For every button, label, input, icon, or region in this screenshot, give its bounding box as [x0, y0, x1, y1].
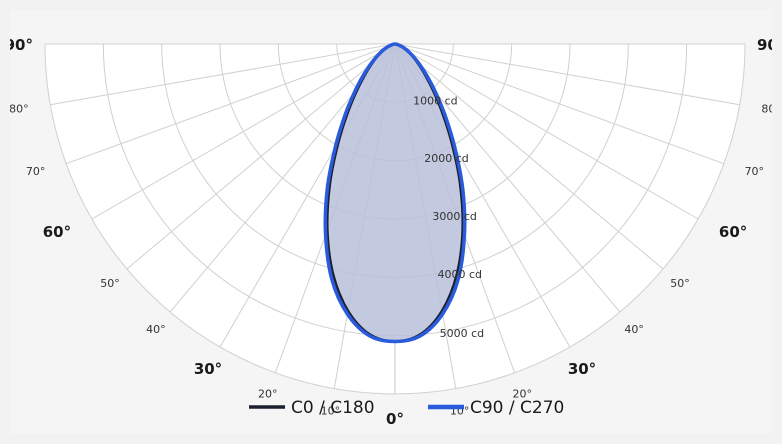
legend-label-2: C90 / C270: [470, 398, 564, 418]
angle-label-10-left: 10°: [321, 404, 341, 417]
angle-label-50-left: 50°: [100, 277, 120, 290]
angle-label-0-center: 0°: [386, 410, 404, 428]
angle-label-80-left: 80°: [10, 103, 29, 116]
grid-spoke: [91, 43, 396, 220]
polar-chart: 1000 cd 2000 cd 3000 cd 4000 cd 5000 cd 0° 10°…: [10, 36, 772, 428]
label-group: 1000 cd 2000 cd 3000 cd 4000 cd 5000 cd 0° 10°…: [10, 36, 772, 428]
grid-spoke: [126, 43, 396, 270]
legend: C0 / C180 C90 / C270: [249, 398, 564, 418]
angle-label-60-left: 60°: [43, 223, 71, 241]
radial-label-5000: 5000 cd: [440, 327, 485, 340]
legend-label-1: C0 / C180: [291, 398, 375, 418]
radial-label-3000: 3000 cd: [432, 210, 477, 223]
chart-card: 1000 cd 2000 cd 3000 cd 4000 cd 5000 cd 0° 10°…: [10, 10, 772, 434]
radial-label-1000: 1000 cd: [413, 95, 458, 108]
grid-spoke: [394, 43, 725, 165]
angle-label-70-left: 70°: [26, 165, 46, 178]
angle-label-30-right: 30°: [568, 360, 596, 378]
grid-spoke: [394, 43, 664, 270]
grid-spoke: [65, 43, 396, 165]
angle-label-80-right: 80°: [761, 103, 772, 116]
angle-label-90-left: 90°: [10, 36, 33, 54]
radial-label-2000: 2000 cd: [424, 152, 469, 165]
angle-label-40-left: 40°: [146, 323, 166, 336]
angle-label-30-left: 30°: [194, 360, 222, 378]
angle-label-90-right: 90°: [757, 36, 772, 54]
series-c90-c270-line: [323, 42, 467, 344]
angle-label-60-right: 60°: [719, 223, 747, 241]
grid-spoke: [50, 43, 396, 106]
angle-label-50-right: 50°: [670, 277, 690, 290]
angle-label-70-right: 70°: [745, 165, 765, 178]
angle-label-20-left: 20°: [258, 388, 278, 401]
series-group: [323, 42, 467, 394]
grid-spoke: [394, 43, 740, 106]
angle-label-20-right: 20°: [512, 388, 532, 401]
grid-spoke: [394, 43, 699, 220]
angle-label-40-right: 40°: [624, 323, 644, 336]
radial-label-4000: 4000 cd: [438, 268, 483, 281]
